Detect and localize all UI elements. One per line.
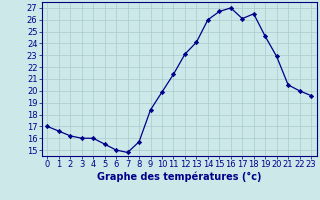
X-axis label: Graphe des températures (°c): Graphe des températures (°c) [97,172,261,182]
